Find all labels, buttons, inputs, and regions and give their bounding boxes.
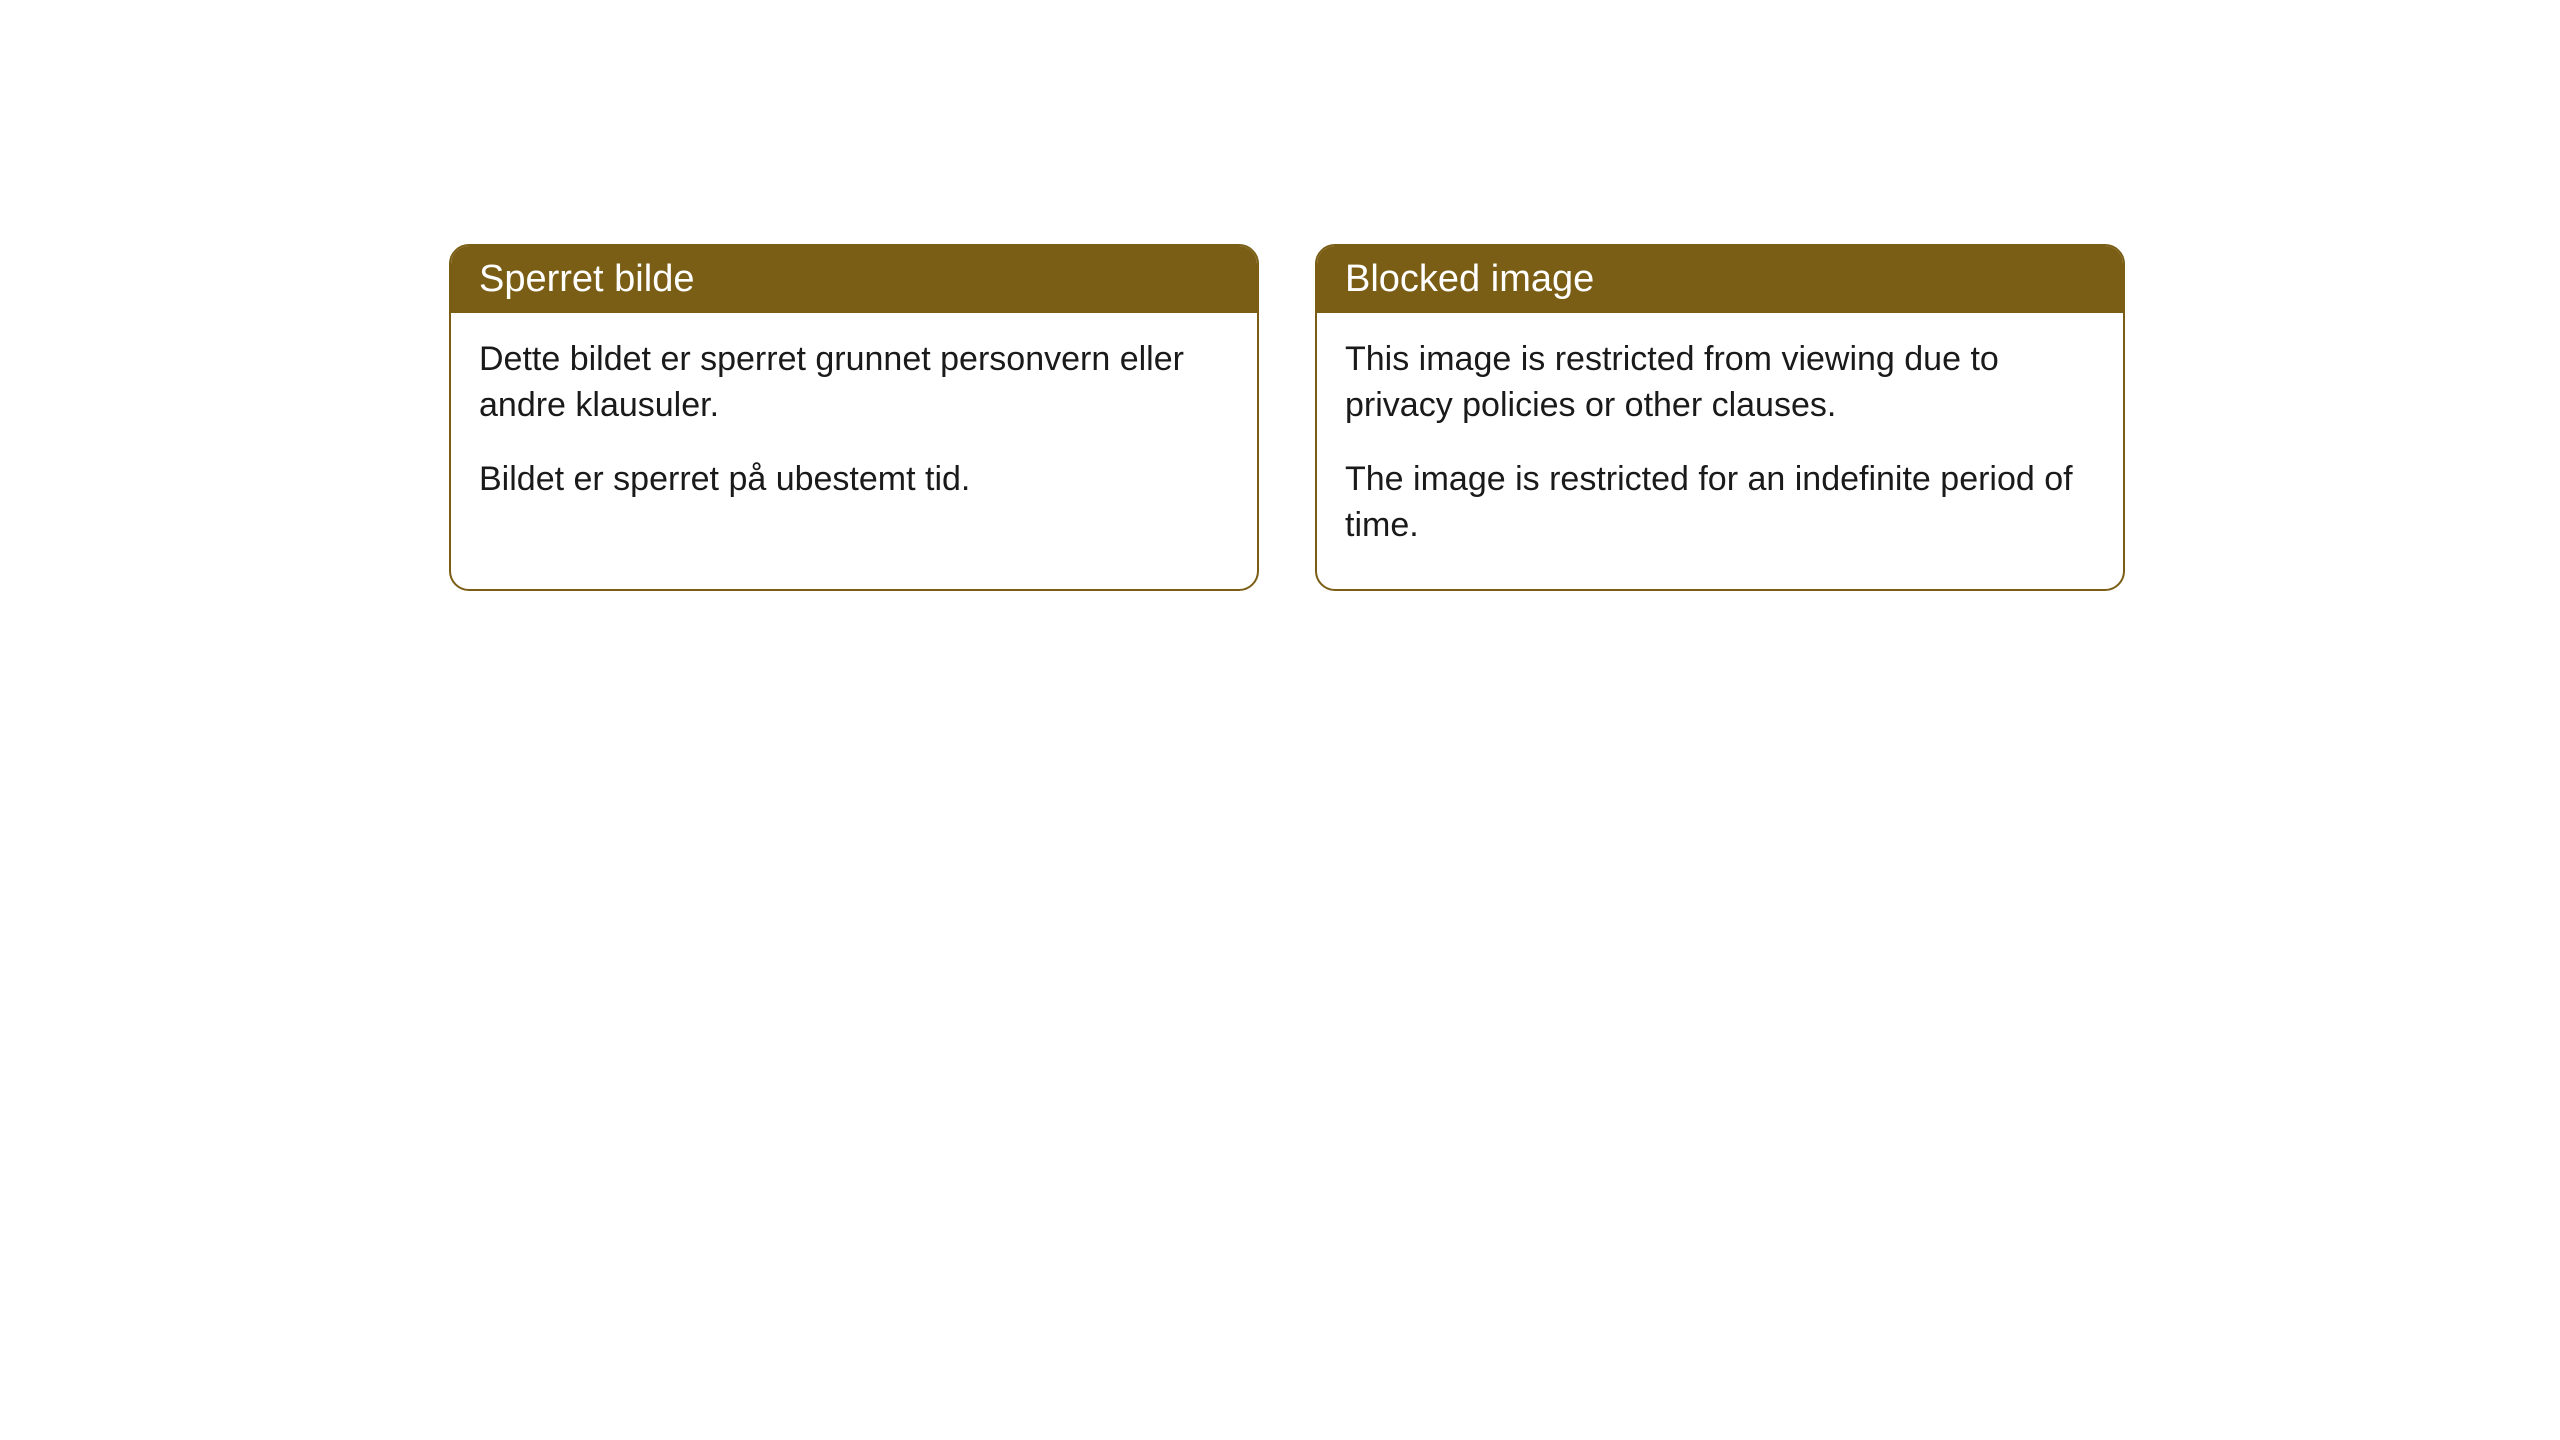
card-paragraph: The image is restricted for an indefinit… (1345, 457, 2095, 549)
card-body: Dette bildet er sperret grunnet personve… (451, 313, 1257, 543)
card-body: This image is restricted from viewing du… (1317, 313, 2123, 589)
card-paragraph: Bildet er sperret på ubestemt tid. (479, 457, 1229, 503)
notice-cards-container: Sperret bilde Dette bildet er sperret gr… (449, 244, 2125, 591)
card-title: Sperret bilde (479, 258, 694, 300)
card-paragraph: This image is restricted from viewing du… (1345, 337, 2095, 429)
notice-card-norwegian: Sperret bilde Dette bildet er sperret gr… (449, 244, 1259, 591)
card-header: Sperret bilde (451, 246, 1257, 313)
card-header: Blocked image (1317, 246, 2123, 313)
card-title: Blocked image (1345, 258, 1594, 300)
notice-card-english: Blocked image This image is restricted f… (1315, 244, 2125, 591)
card-paragraph: Dette bildet er sperret grunnet personve… (479, 337, 1229, 429)
